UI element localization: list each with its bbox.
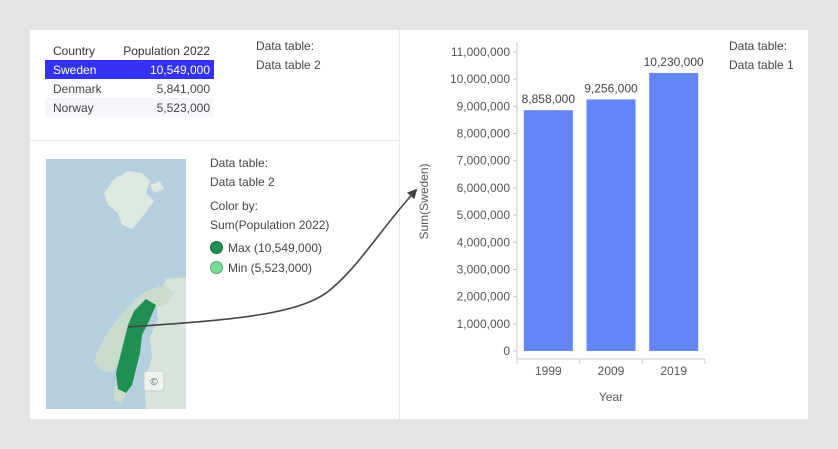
table-row-norway[interactable]: Norway 5,523,000 xyxy=(45,98,214,117)
bar[interactable] xyxy=(586,99,636,351)
color-by-label: Color by: xyxy=(210,199,259,213)
map-island xyxy=(150,181,164,193)
y-tick-label: 6,000,000 xyxy=(457,181,511,195)
table-legend-label: Data table: xyxy=(256,39,315,53)
legend-max-item[interactable]: Max (10,549,000) xyxy=(210,239,329,257)
color-by-value[interactable]: Sum(Population 2022) xyxy=(210,218,330,232)
table-row-sweden[interactable]: Sweden 10,549,000 xyxy=(45,60,214,79)
bar-value-label: 9,256,000 xyxy=(584,81,638,95)
header-country[interactable]: Country xyxy=(53,44,96,58)
y-tick-label: 0 xyxy=(503,344,510,358)
dashboard-panel: Country Population 2022 Sweden 10,549,00… xyxy=(30,30,808,419)
population-table: Country Population 2022 Sweden 10,549,00… xyxy=(45,42,214,117)
map-legend-label: Data table: xyxy=(210,156,269,170)
bar-value-label: 8,858,000 xyxy=(522,92,576,106)
copyright-icon: © xyxy=(150,377,158,388)
chart-legend-label: Data table: xyxy=(729,39,788,53)
header-population[interactable]: Population 2022 xyxy=(123,44,210,58)
map-icon-button[interactable] xyxy=(143,370,165,392)
map-svalbard xyxy=(104,171,154,229)
table-header-row: Country Population 2022 xyxy=(45,42,214,60)
y-axis-title[interactable]: Sum(Sweden) xyxy=(417,163,431,239)
chart-bars: 8,858,000 9,256,000 10,230,000 xyxy=(522,55,704,352)
y-tick-label: 5,000,000 xyxy=(457,208,511,222)
chart-legend: Data table: Data table 1 xyxy=(729,37,794,74)
vertical-divider xyxy=(399,30,400,419)
map-sweden[interactable] xyxy=(116,299,156,393)
y-tick-label: 3,000,000 xyxy=(457,262,511,276)
x-tick-label[interactable]: 2009 xyxy=(598,364,625,378)
y-tick-label: 4,000,000 xyxy=(457,235,511,249)
bar[interactable] xyxy=(523,110,573,352)
cell-country[interactable]: Norway xyxy=(45,98,110,117)
cell-population[interactable]: 5,523,000 xyxy=(109,98,214,117)
table-legend-value[interactable]: Data table 2 xyxy=(256,58,321,72)
y-tick-label: 1,000,000 xyxy=(457,317,511,331)
chart-legend-value[interactable]: Data table 1 xyxy=(729,58,794,72)
y-tick-label: 8,000,000 xyxy=(457,127,511,141)
cell-country[interactable]: Sweden xyxy=(45,60,110,79)
max-swatch xyxy=(210,241,223,254)
x-tick-label[interactable]: 2019 xyxy=(660,364,687,378)
x-tick-label[interactable]: 1999 xyxy=(535,364,562,378)
table-row-denmark[interactable]: Denmark 5,841,000 xyxy=(45,79,214,98)
map-legend: Data table: Data table 2 Color by: Sum(P… xyxy=(210,154,329,277)
y-tick-label: 11,000,000 xyxy=(451,45,510,59)
min-swatch xyxy=(210,261,223,274)
bar-chart: 0 1,000,000 2,000,000 3,000,000 4,000,000 5,0… xyxy=(127,42,706,404)
chart-axes: 0 1,000,000 2,000,000 3,000,000 4,000,000 5,0… xyxy=(417,42,706,404)
y-tick-label: 9,000,000 xyxy=(457,99,511,113)
map-legend-value[interactable]: Data table 2 xyxy=(210,175,275,189)
scandinavia-map[interactable]: © xyxy=(46,159,186,409)
cell-country[interactable]: Denmark xyxy=(53,81,102,96)
cell-population[interactable]: 5,841,000 xyxy=(156,81,210,96)
y-tick-label: 2,000,000 xyxy=(457,290,511,304)
legend-min-item[interactable]: Min (5,523,000) xyxy=(210,259,329,277)
table-legend: Data table: Data table 2 xyxy=(256,37,321,74)
cell-population[interactable]: 10,549,000 xyxy=(109,60,214,79)
legend-max-label: Max (10,549,000) xyxy=(228,241,323,255)
bar[interactable] xyxy=(649,72,699,352)
horizontal-divider xyxy=(30,140,399,141)
y-tick-label: 7,000,000 xyxy=(457,154,511,168)
bar-value-label: 10,230,000 xyxy=(644,55,704,69)
legend-min-label: Min (5,523,000) xyxy=(228,261,313,275)
link-arrow xyxy=(127,188,418,328)
x-axis-title[interactable]: Year xyxy=(599,390,623,404)
y-tick-label: 10,000,000 xyxy=(450,72,510,86)
